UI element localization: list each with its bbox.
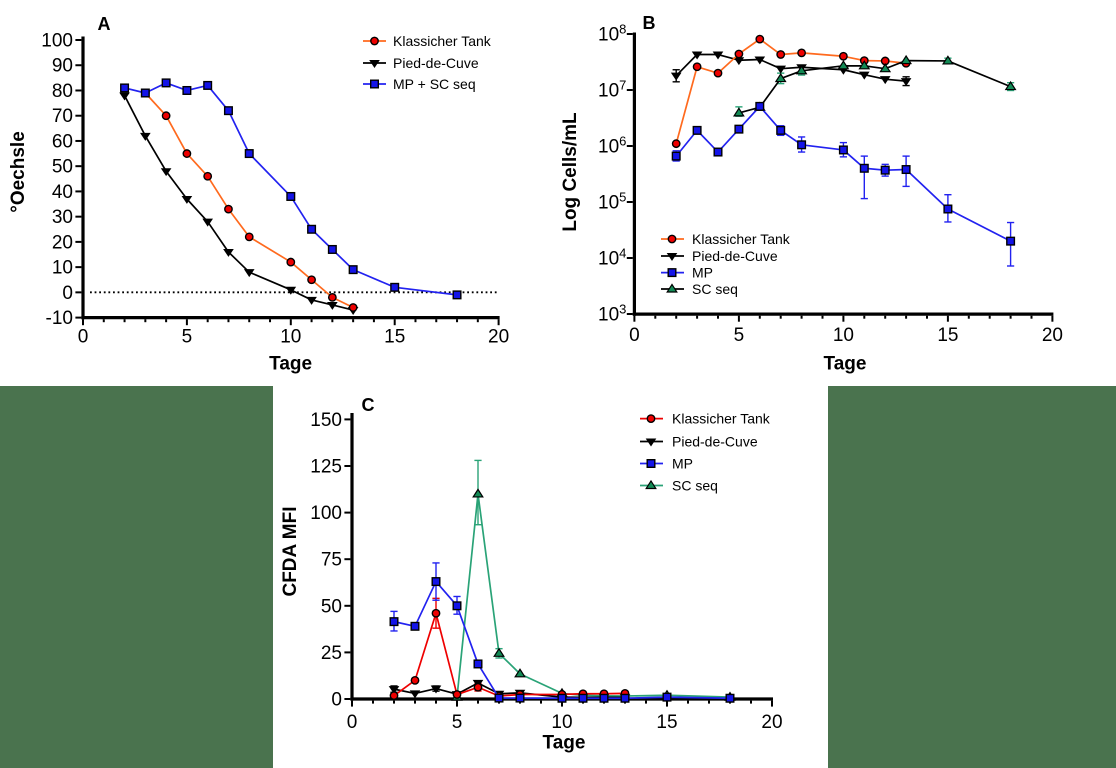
svg-text:0: 0	[331, 690, 342, 711]
svg-text:100: 100	[41, 31, 73, 52]
svg-text:-10: -10	[46, 308, 73, 329]
svg-text:Klassicher Tank: Klassicher Tank	[692, 231, 791, 247]
svg-text:0: 0	[347, 712, 358, 733]
svg-text:10: 10	[833, 325, 854, 346]
svg-text:A: A	[98, 14, 111, 34]
svg-text:CFDA MFI: CFDA MFI	[280, 506, 301, 596]
svg-text:105: 105	[598, 190, 626, 214]
svg-text:Pied-de-Cuve: Pied-de-Cuve	[672, 434, 758, 450]
svg-text:°Oechsle: °Oechsle	[8, 131, 29, 213]
svg-text:103: 103	[598, 302, 626, 326]
svg-text:40: 40	[52, 182, 73, 203]
svg-text:MP: MP	[672, 456, 693, 472]
svg-text:150: 150	[310, 410, 342, 431]
svg-text:B: B	[643, 13, 656, 33]
svg-text:90: 90	[52, 56, 73, 77]
svg-text:Tage: Tage	[269, 353, 312, 374]
svg-text:30: 30	[52, 207, 73, 228]
svg-text:106: 106	[598, 134, 626, 158]
svg-text:80: 80	[52, 81, 73, 102]
svg-text:Tage: Tage	[824, 353, 867, 374]
svg-text:10: 10	[280, 327, 301, 348]
svg-text:50: 50	[52, 157, 73, 178]
svg-text:Log Cells/mL: Log Cells/mL	[560, 112, 581, 232]
svg-text:0: 0	[78, 327, 89, 348]
svg-text:10: 10	[52, 258, 73, 279]
svg-text:Pied-de-Cuve: Pied-de-Cuve	[393, 55, 479, 71]
svg-text:125: 125	[310, 457, 342, 478]
svg-text:5: 5	[182, 327, 193, 348]
svg-text:15: 15	[384, 327, 405, 348]
svg-text:20: 20	[761, 712, 782, 733]
svg-text:0: 0	[62, 283, 73, 304]
svg-text:70: 70	[52, 106, 73, 127]
svg-text:MP + SC seq: MP + SC seq	[393, 76, 476, 92]
svg-text:0: 0	[629, 325, 640, 346]
svg-text:10: 10	[551, 712, 572, 733]
svg-text:Klassicher Tank: Klassicher Tank	[393, 33, 492, 49]
svg-text:SC seq: SC seq	[672, 478, 718, 494]
svg-text:Pied-de-Cuve: Pied-de-Cuve	[692, 248, 778, 264]
svg-text:25: 25	[321, 643, 342, 664]
svg-text:20: 20	[1042, 325, 1063, 346]
svg-text:20: 20	[488, 327, 509, 348]
svg-text:60: 60	[52, 131, 73, 152]
svg-text:50: 50	[321, 596, 342, 617]
svg-text:104: 104	[598, 246, 626, 270]
svg-text:15: 15	[656, 712, 677, 733]
svg-text:5: 5	[452, 712, 463, 733]
svg-text:100: 100	[310, 503, 342, 524]
svg-text:Tage: Tage	[543, 733, 586, 754]
svg-text:15: 15	[937, 325, 958, 346]
svg-text:MP: MP	[692, 265, 713, 281]
svg-text:Klassicher Tank: Klassicher Tank	[672, 411, 771, 427]
svg-text:C: C	[362, 395, 375, 415]
svg-text:107: 107	[598, 78, 626, 102]
svg-text:75: 75	[321, 550, 342, 571]
svg-text:5: 5	[734, 325, 745, 346]
svg-text:SC seq: SC seq	[692, 281, 738, 297]
svg-text:108: 108	[598, 22, 626, 46]
svg-text:20: 20	[52, 232, 73, 253]
